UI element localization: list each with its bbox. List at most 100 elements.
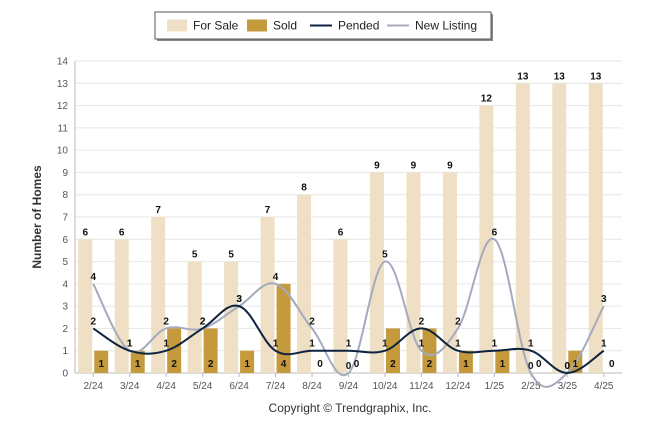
pended-value-label: 1 <box>163 339 169 350</box>
for-sale-value-label: 6 <box>338 227 344 238</box>
x-tick-label: 1/25 <box>485 381 505 392</box>
y-tick-label: 11 <box>58 123 69 134</box>
sold-value-label: 2 <box>427 359 433 370</box>
bar-for-sale <box>224 261 239 373</box>
sold-value-label: 1 <box>98 359 104 370</box>
pended-value-label: 0 <box>565 361 571 372</box>
bar-for-sale <box>479 105 494 374</box>
x-tick-label: 3/24 <box>120 381 140 392</box>
for-sale-value-label: 8 <box>301 183 307 194</box>
new-listing-value-label: 1 <box>419 339 425 350</box>
y-tick-label: 6 <box>62 235 68 246</box>
bar-for-sale <box>114 239 129 373</box>
bar-sold <box>203 328 218 373</box>
new-listing-value-label: 2 <box>455 316 461 327</box>
sold-value-label: 2 <box>390 359 396 370</box>
sold-value-label: 0 <box>609 359 615 370</box>
legend-label: For Sale <box>193 19 239 33</box>
new-listing-value-label: 3 <box>601 294 607 305</box>
for-sale-value-label: 6 <box>82 227 88 238</box>
new-listing-value-label: 4 <box>273 272 279 283</box>
pended-value-label: 1 <box>309 339 315 350</box>
bar-for-sale <box>588 83 603 374</box>
bars <box>78 83 603 374</box>
x-tick-label: 11/24 <box>409 381 434 392</box>
for-sale-value-label: 13 <box>590 71 602 82</box>
new-listing-value-label: 5 <box>382 250 388 261</box>
for-sale-value-label: 12 <box>481 94 493 105</box>
series-lines <box>92 238 605 388</box>
bar-sold <box>130 350 145 373</box>
x-tick-label: 12/24 <box>445 381 470 392</box>
for-sale-value-label: 13 <box>554 71 566 82</box>
copyright-text: Copyright © Trendgraphix, Inc. <box>269 401 432 415</box>
for-sale-value-label: 9 <box>447 160 453 171</box>
bar-for-sale <box>78 239 93 373</box>
sold-value-label: 1 <box>500 359 506 370</box>
pended-value-label: 1 <box>382 339 388 350</box>
y-tick-label: 2 <box>62 324 68 335</box>
for-sale-value-label: 9 <box>411 160 417 171</box>
pended-value-label: 1 <box>273 339 279 350</box>
line-pended <box>92 304 605 375</box>
y-tick-label: 10 <box>57 146 69 157</box>
bar-sold <box>385 328 400 373</box>
sold-value-label: 0 <box>354 359 360 370</box>
x-tick-label: 8/24 <box>302 381 322 392</box>
y-tick-label: 14 <box>57 57 69 68</box>
for-sale-value-label: 7 <box>155 205 161 216</box>
new-listing-value-label: 3 <box>236 294 242 305</box>
y-tick-label: 1 <box>62 346 68 357</box>
x-tick-label: 4/25 <box>594 381 614 392</box>
x-tick-label: 2/24 <box>83 381 103 392</box>
for-sale-value-label: 5 <box>192 250 198 261</box>
pended-value-label: 1 <box>492 339 498 350</box>
line-new-listing <box>92 238 605 388</box>
for-sale-value-label: 5 <box>228 250 234 261</box>
pended-value-label: 1 <box>528 339 534 350</box>
for-sale-value-label: 13 <box>517 71 529 82</box>
new-listing-value-label: 4 <box>90 272 96 283</box>
x-tick-label: 10/24 <box>372 381 397 392</box>
pended-value-label: 2 <box>90 316 96 327</box>
bar-for-sale <box>515 83 530 374</box>
y-tick-label: 7 <box>62 213 68 224</box>
sold-value-label: 2 <box>208 359 214 370</box>
y-tick-label: 0 <box>62 369 68 380</box>
bar-sold <box>495 350 510 373</box>
x-tick-label: 3/25 <box>558 381 578 392</box>
bar-for-sale <box>260 217 275 373</box>
bar-for-sale <box>552 83 567 374</box>
new-listing-value-label: 1 <box>127 339 133 350</box>
pended-value-label: 1 <box>455 339 461 350</box>
sold-value-label: 1 <box>244 359 250 370</box>
legend-label: Sold <box>273 19 297 33</box>
sold-value-label: 2 <box>171 359 177 370</box>
x-tick-label: 9/24 <box>339 381 359 392</box>
y-tick-label: 8 <box>62 190 68 201</box>
new-listing-value-label: 2 <box>163 316 169 327</box>
new-listing-value-label: 0 <box>565 361 571 372</box>
new-listing-value-label: 2 <box>200 316 206 327</box>
y-tick-label: 12 <box>57 101 69 112</box>
y-tick-label: 5 <box>62 257 68 268</box>
new-listing-value-label: 2 <box>309 316 315 327</box>
pended-value-label: 2 <box>419 316 425 327</box>
y-tick-label: 9 <box>62 168 68 179</box>
x-tick-label: 6/24 <box>229 381 249 392</box>
legend: For Sale Sold Pended New Listing <box>154 11 493 41</box>
bar-for-sale <box>151 217 166 373</box>
new-listing-value-label: 0 <box>528 361 534 372</box>
legend-label: Pended <box>338 19 379 33</box>
pended-value-label: 1 <box>346 339 352 350</box>
x-tick-label: 5/24 <box>193 381 213 392</box>
sold-value-label: 1 <box>135 359 141 370</box>
legend-swatch <box>167 19 187 32</box>
sold-value-label: 0 <box>536 359 542 370</box>
x-tick-label: 2/25 <box>521 381 541 392</box>
bar-for-sale <box>442 172 457 373</box>
pended-value-label: 3 <box>236 294 242 305</box>
bar-sold <box>276 283 291 373</box>
